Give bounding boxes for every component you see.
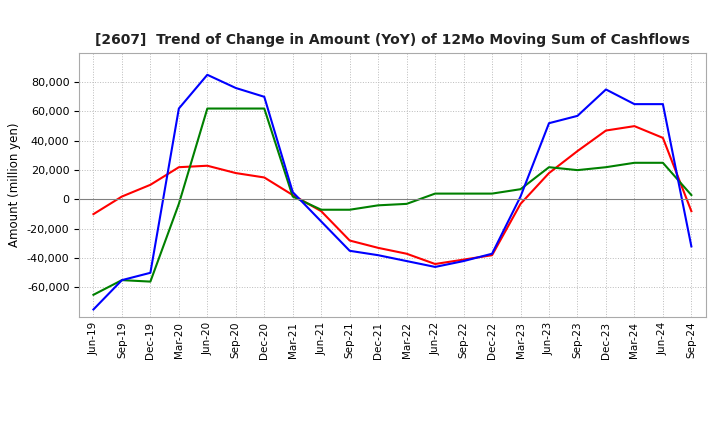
Free Cashflow xyxy=(174,106,183,111)
Y-axis label: Amount (million yen): Amount (million yen) xyxy=(9,123,22,247)
Operating Cashflow xyxy=(89,212,98,217)
Operating Cashflow xyxy=(146,182,155,187)
Investing Cashflow xyxy=(573,168,582,173)
Operating Cashflow xyxy=(174,165,183,170)
Free Cashflow xyxy=(687,244,696,249)
Free Cashflow xyxy=(146,270,155,275)
Investing Cashflow xyxy=(516,187,525,192)
Title: [2607]  Trend of Change in Amount (YoY) of 12Mo Moving Sum of Cashflows: [2607] Trend of Change in Amount (YoY) o… xyxy=(95,33,690,48)
Operating Cashflow xyxy=(459,257,468,262)
Free Cashflow xyxy=(89,307,98,312)
Investing Cashflow xyxy=(431,191,439,196)
Operating Cashflow xyxy=(260,175,269,180)
Free Cashflow xyxy=(260,94,269,99)
Investing Cashflow xyxy=(630,160,639,165)
Investing Cashflow xyxy=(602,165,611,170)
Free Cashflow xyxy=(630,102,639,107)
Operating Cashflow xyxy=(630,124,639,129)
Operating Cashflow xyxy=(431,261,439,267)
Operating Cashflow xyxy=(573,148,582,154)
Free Cashflow xyxy=(487,251,496,257)
Line: Investing Cashflow: Investing Cashflow xyxy=(94,109,691,295)
Operating Cashflow xyxy=(232,170,240,176)
Operating Cashflow xyxy=(602,128,611,133)
Free Cashflow xyxy=(232,85,240,91)
Operating Cashflow xyxy=(487,253,496,258)
Line: Operating Cashflow: Operating Cashflow xyxy=(94,126,691,264)
Operating Cashflow xyxy=(289,192,297,198)
Free Cashflow xyxy=(602,87,611,92)
Operating Cashflow xyxy=(346,238,354,243)
Operating Cashflow xyxy=(374,245,382,250)
Free Cashflow xyxy=(573,113,582,118)
Investing Cashflow xyxy=(659,160,667,165)
Free Cashflow xyxy=(459,258,468,264)
Investing Cashflow xyxy=(117,278,126,283)
Free Cashflow xyxy=(545,121,554,126)
Investing Cashflow xyxy=(260,106,269,111)
Operating Cashflow xyxy=(203,163,212,169)
Investing Cashflow xyxy=(487,191,496,196)
Operating Cashflow xyxy=(117,194,126,199)
Operating Cashflow xyxy=(659,135,667,140)
Free Cashflow xyxy=(659,102,667,107)
Investing Cashflow xyxy=(232,106,240,111)
Operating Cashflow xyxy=(687,209,696,214)
Operating Cashflow xyxy=(516,201,525,206)
Operating Cashflow xyxy=(545,170,554,176)
Free Cashflow xyxy=(289,190,297,195)
Free Cashflow xyxy=(402,258,411,264)
Investing Cashflow xyxy=(89,292,98,297)
Investing Cashflow xyxy=(687,192,696,198)
Free Cashflow xyxy=(431,264,439,270)
Free Cashflow xyxy=(117,278,126,283)
Operating Cashflow xyxy=(317,209,325,214)
Investing Cashflow xyxy=(545,165,554,170)
Free Cashflow xyxy=(374,253,382,258)
Investing Cashflow xyxy=(174,201,183,206)
Line: Free Cashflow: Free Cashflow xyxy=(94,75,691,309)
Free Cashflow xyxy=(346,248,354,253)
Operating Cashflow xyxy=(402,251,411,257)
Free Cashflow xyxy=(203,72,212,77)
Investing Cashflow xyxy=(459,191,468,196)
Free Cashflow xyxy=(516,194,525,199)
Investing Cashflow xyxy=(402,201,411,206)
Free Cashflow xyxy=(317,219,325,224)
Investing Cashflow xyxy=(317,207,325,213)
Investing Cashflow xyxy=(374,203,382,208)
Investing Cashflow xyxy=(346,207,354,213)
Investing Cashflow xyxy=(146,279,155,284)
Investing Cashflow xyxy=(203,106,212,111)
Investing Cashflow xyxy=(289,194,297,199)
